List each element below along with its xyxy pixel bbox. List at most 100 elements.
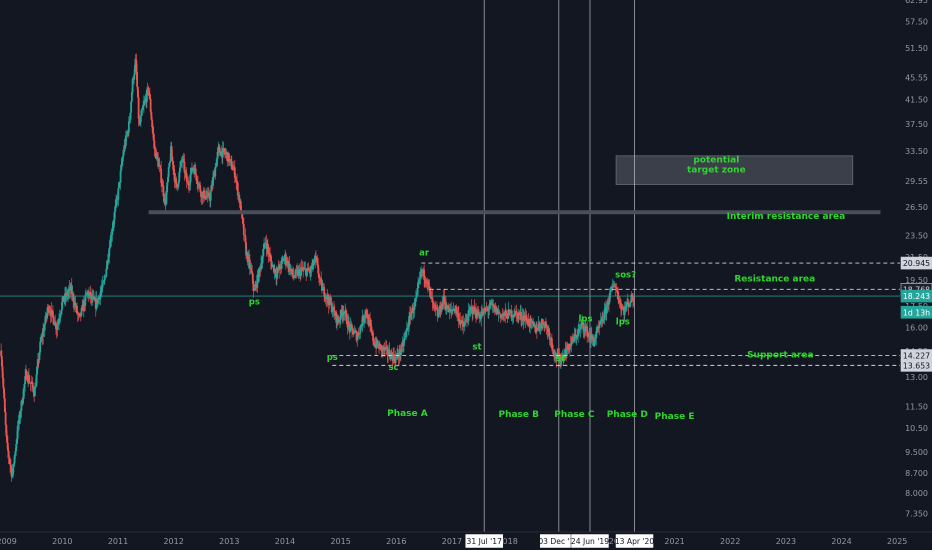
candle-body — [156, 153, 159, 159]
y-tick-label: 9.500 — [905, 448, 928, 457]
candle-body — [588, 334, 591, 337]
x-tick-label: 2017 — [442, 537, 462, 546]
candle-body — [139, 115, 142, 123]
candle-body — [598, 325, 601, 329]
levels-layer — [0, 210, 900, 366]
candle-body — [248, 256, 250, 260]
candle-body — [145, 89, 148, 103]
candle-body — [39, 341, 42, 353]
candle-body — [35, 374, 38, 387]
candle-body — [447, 305, 450, 313]
candle-body — [372, 332, 374, 342]
candle-body — [428, 285, 431, 289]
x-tick-label: 2021 — [664, 537, 684, 546]
candle-body — [320, 278, 323, 282]
y-tick-label: 41.50 — [905, 96, 928, 105]
candle-body — [632, 300, 635, 302]
date-badge — [570, 533, 610, 549]
candle-body — [511, 315, 514, 318]
candle-body — [176, 186, 179, 188]
candle-body — [57, 321, 60, 326]
candle-body — [274, 269, 277, 275]
date-badge — [464, 533, 504, 549]
x-tick-label: 2025 — [887, 537, 907, 546]
candle-body — [142, 103, 145, 107]
x-tick-label: 2022 — [720, 537, 740, 546]
candle-body — [321, 287, 324, 291]
candle-body — [250, 267, 253, 272]
candle-body — [234, 177, 237, 180]
x-tick-label: 2010 — [52, 537, 72, 546]
candle-body — [60, 310, 63, 315]
chart-annotation: Phase A — [387, 409, 428, 419]
candle-body — [496, 308, 499, 314]
candle-body — [339, 310, 342, 320]
candle-body — [51, 309, 54, 312]
candle-body — [178, 172, 181, 182]
candle-body — [556, 352, 559, 360]
target-zone-box[interactable] — [615, 155, 854, 185]
candle-body — [215, 166, 217, 168]
candle-body — [208, 192, 211, 199]
candle-body — [239, 201, 242, 214]
candle-body — [612, 285, 615, 287]
candle-body — [242, 218, 244, 225]
candle-body — [223, 148, 226, 153]
candle-body — [571, 337, 574, 342]
candle-body — [263, 243, 266, 250]
chart-annotation: Interim resistance area — [727, 212, 846, 222]
candle-body — [272, 265, 275, 273]
candle-body — [136, 71, 139, 87]
y-tick-label: 8.000 — [905, 489, 928, 498]
price-badge-label: 20.945 — [903, 259, 930, 268]
candle-body — [629, 303, 631, 305]
candle-body — [538, 325, 541, 329]
candle-body — [114, 205, 117, 212]
candle-body — [102, 281, 105, 283]
candle-body — [152, 133, 155, 141]
candle-body — [393, 354, 395, 360]
candle-body — [0, 356, 3, 367]
candle-body — [198, 183, 201, 185]
candle-body — [206, 192, 209, 197]
candle-body — [119, 170, 122, 183]
candle-body — [244, 235, 247, 243]
candle-body — [161, 182, 163, 186]
candle-body — [459, 319, 462, 324]
candle-body — [175, 178, 178, 185]
candle-body — [609, 289, 612, 294]
candle-body — [304, 268, 307, 270]
candle-body — [507, 309, 510, 319]
candle-body — [500, 315, 503, 319]
time-axis[interactable]: 2009 2010 2011 2012 2013 2014 2015 2016 2017 2018… — [0, 531, 932, 550]
candle-body — [214, 167, 217, 177]
candle-body — [390, 352, 393, 356]
candle-body — [245, 242, 247, 256]
candle-body — [100, 290, 102, 293]
candle-body — [76, 305, 78, 314]
candle-body — [471, 306, 474, 314]
candle-body — [121, 155, 124, 162]
candle-body — [183, 161, 186, 173]
candle-body — [466, 319, 468, 321]
candle-body — [210, 185, 213, 192]
candle-body — [292, 274, 295, 278]
candle-body — [167, 177, 169, 183]
candle-body — [241, 211, 244, 219]
candle-body — [351, 325, 353, 330]
price-axis[interactable]: 62.95 57.50 51.50 45.55 41.50 37.50 33.50 29.55… — [900, 0, 932, 532]
candle-body — [32, 387, 35, 393]
candle-body — [490, 302, 493, 305]
candle-body — [215, 158, 218, 167]
candle-body — [291, 269, 294, 275]
candle-body — [168, 163, 171, 168]
x-tick-label: 2011 — [108, 537, 128, 546]
candle-body — [62, 296, 65, 303]
candle-body — [433, 303, 436, 305]
candle-body — [179, 167, 181, 173]
candle-body — [608, 293, 611, 303]
chart-annotation: potential — [693, 155, 739, 165]
candle-body — [592, 336, 595, 341]
annotations-layer: ps ps sc ar st st lps lps sos? Resistance area Sup… — [249, 155, 845, 422]
